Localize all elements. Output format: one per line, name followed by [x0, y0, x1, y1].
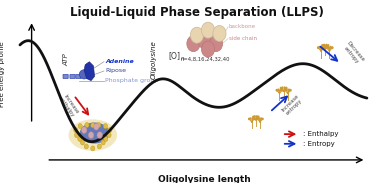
Circle shape — [74, 133, 79, 138]
Circle shape — [248, 118, 250, 120]
Circle shape — [281, 89, 284, 92]
Circle shape — [321, 46, 324, 49]
Circle shape — [281, 86, 284, 89]
Text: ATP: ATP — [64, 53, 70, 66]
Circle shape — [325, 44, 328, 47]
Circle shape — [327, 46, 330, 49]
Circle shape — [104, 124, 108, 129]
FancyBboxPatch shape — [63, 74, 68, 79]
Circle shape — [319, 46, 321, 49]
Circle shape — [85, 122, 89, 128]
Text: Oligolysine length: Oligolysine length — [158, 175, 251, 183]
FancyBboxPatch shape — [76, 74, 81, 79]
Circle shape — [253, 118, 256, 120]
Circle shape — [201, 22, 215, 38]
Circle shape — [276, 89, 278, 92]
Circle shape — [97, 144, 101, 149]
Circle shape — [256, 118, 259, 120]
Circle shape — [254, 115, 256, 118]
Text: Phosphate group: Phosphate group — [105, 78, 158, 83]
FancyBboxPatch shape — [70, 74, 75, 79]
Polygon shape — [84, 62, 94, 81]
Circle shape — [108, 128, 112, 133]
Circle shape — [331, 46, 334, 49]
Circle shape — [249, 117, 252, 120]
Circle shape — [84, 144, 88, 149]
Circle shape — [284, 86, 286, 89]
Text: Free energy profile: Free energy profile — [0, 42, 5, 107]
Circle shape — [81, 127, 87, 133]
Text: backbone: backbone — [229, 24, 256, 29]
Circle shape — [97, 122, 101, 128]
Text: Liquid-Liquid Phase Separation (LLPS): Liquid-Liquid Phase Separation (LLPS) — [70, 6, 324, 19]
Circle shape — [252, 115, 254, 118]
Text: Increase
enthalpy: Increase enthalpy — [57, 93, 80, 118]
Circle shape — [187, 36, 200, 52]
Circle shape — [190, 27, 203, 43]
Circle shape — [257, 115, 260, 118]
Circle shape — [323, 46, 325, 49]
Circle shape — [277, 88, 279, 91]
Circle shape — [323, 44, 325, 47]
Circle shape — [198, 33, 211, 49]
Circle shape — [256, 115, 258, 118]
Circle shape — [74, 128, 78, 133]
Circle shape — [107, 133, 111, 138]
Text: Ripose: Ripose — [105, 68, 126, 74]
Circle shape — [279, 88, 282, 91]
Text: Decrease
entropy: Decrease entropy — [341, 40, 365, 66]
Text: Oligolysine: Oligolysine — [150, 40, 156, 79]
Circle shape — [104, 137, 108, 141]
Circle shape — [201, 41, 215, 57]
Circle shape — [262, 118, 264, 120]
Circle shape — [213, 25, 226, 42]
Ellipse shape — [79, 70, 89, 79]
Circle shape — [280, 87, 282, 89]
Circle shape — [284, 89, 286, 92]
Circle shape — [93, 123, 99, 130]
Circle shape — [252, 117, 254, 120]
Circle shape — [78, 124, 82, 129]
Circle shape — [97, 132, 102, 139]
Circle shape — [285, 87, 288, 89]
Ellipse shape — [68, 119, 117, 151]
Text: $\mathrm{[O]}_n$: $\mathrm{[O]}_n$ — [168, 50, 185, 63]
Text: Increase
entropy: Increase entropy — [280, 93, 304, 117]
Circle shape — [81, 140, 85, 145]
Circle shape — [101, 140, 105, 145]
Circle shape — [88, 132, 94, 139]
Circle shape — [91, 146, 95, 151]
Circle shape — [288, 88, 290, 91]
Circle shape — [78, 137, 82, 141]
Circle shape — [260, 117, 262, 120]
Circle shape — [209, 36, 223, 52]
Text: side chain: side chain — [229, 36, 257, 41]
Circle shape — [317, 46, 319, 49]
Ellipse shape — [80, 122, 109, 143]
Text: : Entropy: : Entropy — [303, 141, 335, 147]
Text: : Enthalpy: : Enthalpy — [303, 131, 338, 137]
Circle shape — [325, 46, 328, 49]
Text: Adenine: Adenine — [105, 59, 134, 64]
Circle shape — [290, 89, 292, 92]
Circle shape — [258, 117, 260, 120]
Circle shape — [327, 44, 329, 47]
Text: n=4,8,16,24,32,40: n=4,8,16,24,32,40 — [181, 56, 230, 61]
Circle shape — [285, 88, 288, 91]
Circle shape — [329, 46, 332, 49]
Circle shape — [321, 44, 324, 47]
Circle shape — [91, 123, 95, 128]
